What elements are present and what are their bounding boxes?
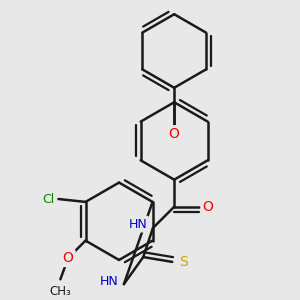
Text: HN: HN [128,218,147,231]
Text: CH₃: CH₃ [50,285,71,298]
Text: HN: HN [99,275,118,288]
Text: O: O [63,251,74,265]
Text: Cl: Cl [43,193,55,206]
Text: O: O [202,200,214,214]
Text: S: S [179,255,188,269]
Text: O: O [169,127,180,141]
